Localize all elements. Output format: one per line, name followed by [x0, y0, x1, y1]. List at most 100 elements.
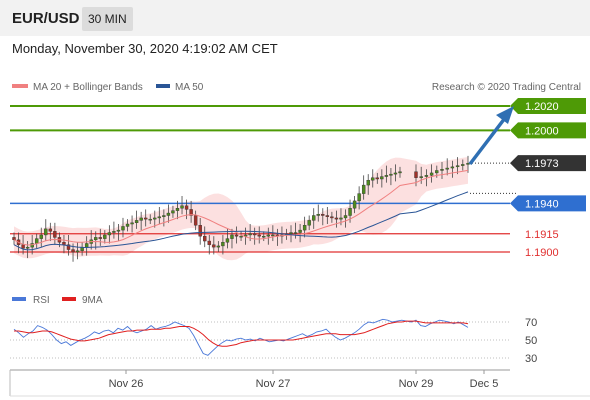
- candle-body: [153, 217, 157, 220]
- rsi-tick-50: 50: [525, 335, 537, 347]
- candle-body: [116, 229, 121, 232]
- levels-layer: 1.2020 1.2000 1.1940 1.1915 1.1900 1.1973: [10, 98, 586, 259]
- bollinger-band-fill: [14, 157, 468, 261]
- candle-body: [166, 212, 171, 216]
- x-tick-label: Nov 29: [399, 378, 434, 390]
- rsi-legend-swatch: [12, 297, 26, 301]
- candle-body: [257, 234, 261, 237]
- candle-body: [35, 238, 39, 244]
- candle-body: [429, 172, 434, 176]
- candle-body: [289, 232, 293, 234]
- candle-body: [143, 217, 148, 220]
- candle-body: [424, 175, 429, 177]
- level-badge-1.2020: [510, 98, 586, 114]
- candle-body: [312, 215, 316, 221]
- candle-body: [94, 237, 98, 241]
- candle-body: [193, 215, 198, 226]
- candle-body: [48, 228, 53, 232]
- candle-body: [84, 243, 89, 248]
- candle-body: [171, 210, 175, 214]
- candle-body: [184, 205, 189, 210]
- candle-body: [262, 235, 266, 238]
- rsi-ma-legend-label: 9MA: [82, 295, 103, 306]
- ma50-line: [13, 191, 469, 251]
- candles-layer: [12, 155, 470, 262]
- level-label-1.2000: 1.2000: [525, 125, 559, 137]
- candle-body: [271, 234, 275, 237]
- candle-body: [225, 238, 230, 243]
- candle-body: [189, 209, 193, 216]
- candle-body: [384, 175, 389, 177]
- candle-body: [25, 246, 30, 249]
- rsi-ma-legend-swatch: [62, 297, 76, 301]
- rsi-line: [13, 318, 469, 356]
- candle-body: [357, 193, 361, 202]
- candle-body: [440, 169, 444, 171]
- current-price-badge: [510, 155, 586, 172]
- candle-body: [435, 170, 439, 174]
- candle-body: [212, 244, 216, 248]
- candle-body: [203, 235, 207, 242]
- rsi-tick-30: 30: [525, 353, 537, 365]
- candle-body: [134, 220, 139, 224]
- candle-body: [366, 180, 370, 186]
- candle-body: [175, 207, 180, 211]
- candle-body: [139, 217, 143, 221]
- candle-body: [121, 226, 125, 231]
- bollinger-legend-swatch: [12, 84, 28, 88]
- candle-body: [334, 217, 339, 220]
- candle-body: [302, 225, 307, 231]
- candle-body: [455, 165, 460, 168]
- candle-body: [66, 244, 71, 250]
- candle-body: [450, 166, 455, 169]
- candle-body: [343, 215, 348, 219]
- candle-body: [393, 172, 398, 175]
- level-badge-1.1940: [510, 195, 586, 212]
- candle-body: [419, 176, 423, 178]
- timestamp: Monday, November 30, 2020 4:19:02 AM CET: [12, 41, 278, 56]
- candle-body: [44, 228, 48, 236]
- candle-body: [248, 233, 252, 236]
- ma50-legend-swatch: [156, 84, 170, 88]
- forecast-arrow-shaft: [468, 116, 507, 166]
- candle-body: [330, 216, 334, 219]
- level-label-1.1915: 1.1915: [525, 229, 559, 241]
- timeframe-badge[interactable]: 30 MIN: [82, 7, 133, 31]
- x-tick-label: Nov 26: [109, 378, 144, 390]
- candle-body: [325, 215, 330, 217]
- header-bar: EUR/USD 30 MIN: [0, 0, 590, 36]
- candle-body: [148, 218, 152, 221]
- candle-body: [53, 231, 57, 238]
- bollinger-legend-label: MA 20 + Bollinger Bands: [33, 82, 143, 93]
- level-badge-1.2000: [510, 122, 586, 139]
- candle-body: [207, 240, 211, 245]
- current-price-label: 1.1973: [525, 158, 559, 170]
- x-tick-label: Nov 27: [256, 378, 291, 390]
- candle-body: [30, 243, 34, 248]
- forecast-arrow-head: [496, 106, 514, 124]
- level-label-1.2020: 1.2020: [525, 101, 559, 113]
- candle-body: [466, 162, 470, 165]
- candle-body: [307, 220, 311, 226]
- candle-body: [125, 223, 130, 227]
- level-label-1.1940: 1.1940: [525, 198, 559, 210]
- candle-body: [71, 249, 75, 253]
- copyright-text: Research © 2020 Trading Central: [432, 82, 581, 93]
- candle-body: [103, 234, 107, 239]
- rsi-ma-line: [14, 320, 469, 347]
- level-label-1.1900: 1.1900: [525, 247, 559, 259]
- candle-body: [445, 167, 449, 170]
- candle-body: [414, 171, 418, 178]
- symbol-title: EUR/USD: [12, 10, 80, 27]
- candle-body: [389, 173, 393, 176]
- x-axis-ticks: Nov 26 Nov 27 Nov 29 Dec 5: [109, 370, 498, 390]
- candle-body: [252, 233, 257, 236]
- candle-body: [398, 171, 402, 174]
- candle-body: [39, 234, 43, 239]
- candle-body: [380, 176, 384, 180]
- ma20-line: [13, 169, 469, 246]
- candle-body: [130, 222, 134, 225]
- candle-body: [112, 231, 116, 233]
- candle-body: [371, 177, 375, 181]
